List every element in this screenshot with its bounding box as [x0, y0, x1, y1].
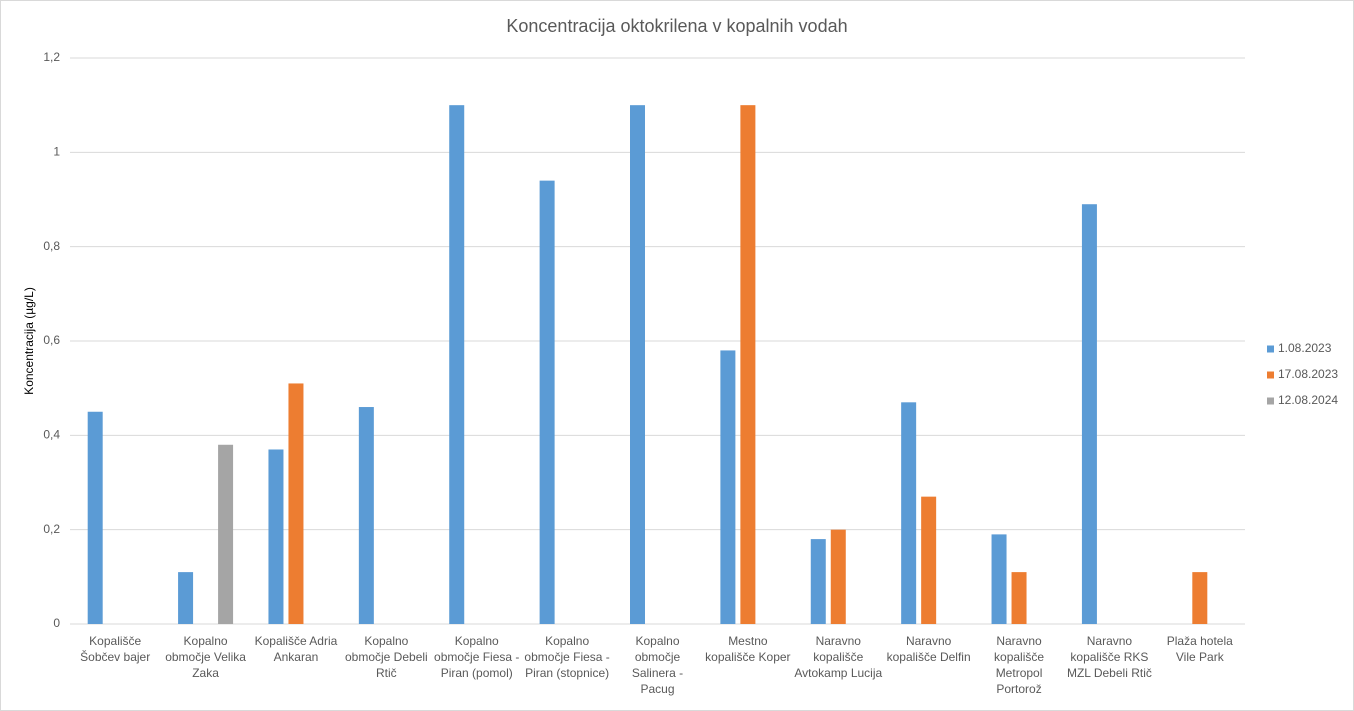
bar [720, 350, 736, 624]
bar [87, 411, 103, 624]
x-tick-label: Kopalno območje Debeli Rtič [344, 634, 428, 680]
bar [810, 539, 826, 624]
x-tick-label: Mestno kopališče Koper [705, 634, 791, 664]
bar [830, 529, 846, 624]
legend-label: 12.08.2024 [1278, 393, 1338, 407]
x-tick-label: Naravno kopališče Delfin [886, 634, 971, 664]
bar [921, 496, 937, 624]
bar [358, 407, 374, 624]
y-axis-title: Koncentracija (µg/L) [22, 287, 36, 395]
bar [740, 105, 756, 624]
x-tick-label: Naravno kopališče Metropol Portorož [994, 634, 1045, 696]
bar [288, 383, 304, 624]
bar [218, 444, 234, 624]
legend-swatch [1267, 345, 1274, 353]
x-tick-label: Kopališče Šobčev bajer [80, 634, 151, 664]
bar [1192, 572, 1208, 624]
bar [991, 534, 1007, 624]
x-tick-label: Kopalno območje Fiesa - Piran (pomol) [434, 634, 520, 680]
bar [449, 105, 465, 624]
legend-swatch [1267, 371, 1274, 379]
x-tick-label: Naravno kopališče Avtokamp Lucija [794, 634, 883, 680]
bar [630, 105, 645, 624]
bar [539, 180, 555, 624]
x-tick-label: Kopalno območje Velika Zaka [165, 634, 246, 680]
x-tick-label: Kopalno območje Fiesa - Piran (stopnice) [524, 634, 610, 680]
legend-swatch [1267, 397, 1274, 405]
x-tick-label: Kopalno območje Salinera - Pacug [631, 634, 684, 696]
legend-label: 1.08.2023 [1278, 341, 1332, 355]
bar [901, 402, 917, 624]
bar [1011, 572, 1027, 624]
y-tick-label: 0,8 [43, 239, 60, 253]
x-tick-label: Kopališče Adria Ankaran [254, 634, 338, 664]
x-tick-label: Plaža hotela Vile Park [1166, 634, 1233, 664]
chart-title: Koncentracija oktokrilena v kopalnih vod… [506, 16, 847, 36]
y-tick-label: 0,2 [43, 522, 60, 536]
y-tick-label: 0,6 [43, 333, 60, 347]
y-tick-label: 1,2 [43, 50, 60, 64]
y-tick-label: 0,4 [43, 428, 60, 442]
y-tick-label: 1 [53, 145, 60, 159]
x-tick-label: Naravno kopališče RKS MZL Debeli Rtič [1066, 634, 1152, 680]
y-tick-label: 0 [53, 616, 60, 630]
bar [1081, 204, 1097, 624]
bar [268, 449, 284, 624]
bar [178, 572, 194, 624]
legend-label: 17.08.2023 [1278, 367, 1338, 381]
